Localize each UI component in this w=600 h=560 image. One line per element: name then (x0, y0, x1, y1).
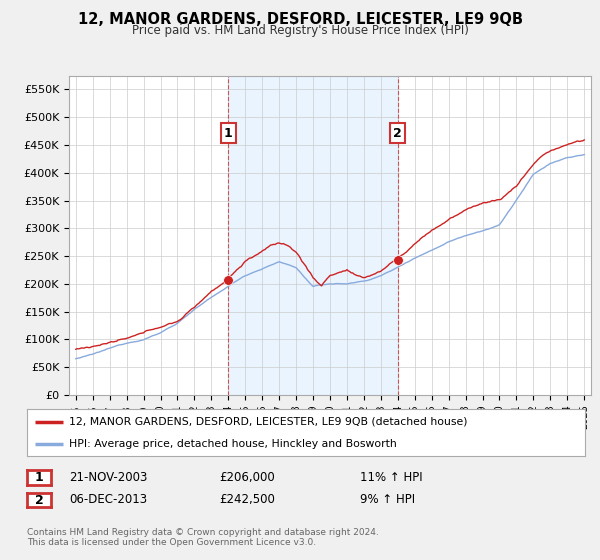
Text: 1: 1 (224, 127, 233, 139)
Text: £242,500: £242,500 (219, 493, 275, 506)
Text: This data is licensed under the Open Government Licence v3.0.: This data is licensed under the Open Gov… (27, 538, 316, 547)
Text: £206,000: £206,000 (219, 470, 275, 484)
Text: 12, MANOR GARDENS, DESFORD, LEICESTER, LE9 9QB: 12, MANOR GARDENS, DESFORD, LEICESTER, L… (77, 12, 523, 27)
Text: 2: 2 (35, 493, 43, 507)
Text: HPI: Average price, detached house, Hinckley and Bosworth: HPI: Average price, detached house, Hinc… (69, 438, 397, 449)
Text: 12, MANOR GARDENS, DESFORD, LEICESTER, LE9 9QB (detached house): 12, MANOR GARDENS, DESFORD, LEICESTER, L… (69, 417, 467, 427)
Text: 1: 1 (35, 471, 43, 484)
Text: Price paid vs. HM Land Registry's House Price Index (HPI): Price paid vs. HM Land Registry's House … (131, 24, 469, 36)
Bar (229, 76, 398, 395)
Text: 2: 2 (394, 127, 402, 139)
Text: 9% ↑ HPI: 9% ↑ HPI (360, 493, 415, 506)
Text: 11% ↑ HPI: 11% ↑ HPI (360, 470, 422, 484)
Text: 21-NOV-2003: 21-NOV-2003 (69, 470, 148, 484)
Text: Contains HM Land Registry data © Crown copyright and database right 2024.: Contains HM Land Registry data © Crown c… (27, 528, 379, 536)
Text: 06-DEC-2013: 06-DEC-2013 (69, 493, 147, 506)
